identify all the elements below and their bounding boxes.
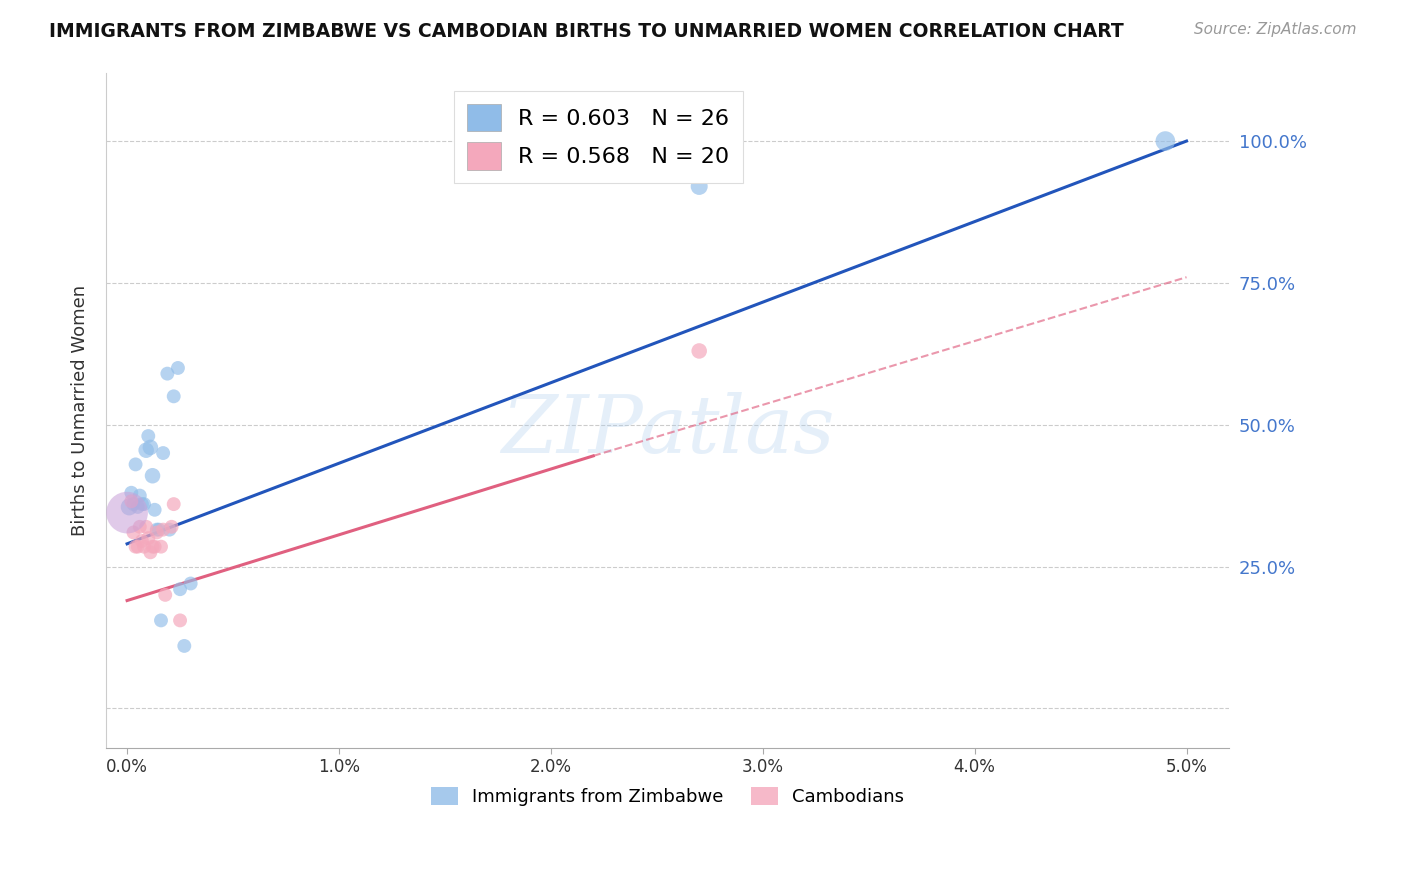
Point [135, 443, 157, 458]
Point [1154, 134, 1177, 148]
Point [169, 582, 191, 597]
Point [173, 639, 195, 653]
Point [115, 506, 138, 520]
Point [159, 523, 181, 537]
Point [152, 446, 174, 460]
Point [132, 497, 155, 511]
Point [122, 525, 145, 540]
Point [163, 497, 186, 511]
Point [136, 531, 159, 545]
Legend: Immigrants from Zimbabwe, Cambodians: Immigrants from Zimbabwe, Cambodians [423, 780, 911, 814]
Point [160, 520, 183, 534]
Point [150, 540, 173, 554]
Point [128, 520, 150, 534]
Point [131, 533, 153, 548]
Point [156, 367, 179, 381]
Point [150, 614, 173, 628]
Point [139, 545, 162, 559]
Point [145, 523, 167, 537]
Point [124, 458, 146, 472]
Point [152, 523, 174, 537]
Point [127, 500, 149, 514]
Point [688, 343, 710, 358]
Point [180, 576, 202, 591]
Text: Source: ZipAtlas.com: Source: ZipAtlas.com [1194, 22, 1357, 37]
Point [128, 489, 150, 503]
Point [167, 361, 190, 376]
Point [135, 520, 157, 534]
Point [143, 503, 166, 517]
Point [143, 540, 166, 554]
Y-axis label: Births to Unmarried Women: Births to Unmarried Women [72, 285, 89, 536]
Point [145, 525, 167, 540]
Point [124, 540, 146, 554]
Point [132, 540, 155, 554]
Point [131, 497, 153, 511]
Point [118, 500, 141, 514]
Point [141, 468, 163, 483]
Point [155, 588, 177, 602]
Point [139, 441, 162, 455]
Point [120, 485, 142, 500]
Point [141, 540, 163, 554]
Point [120, 494, 142, 508]
Point [136, 429, 159, 443]
Point [148, 523, 170, 537]
Text: ZIPatlas: ZIPatlas [501, 392, 834, 469]
Point [163, 389, 186, 403]
Point [169, 614, 191, 628]
Point [127, 540, 149, 554]
Point [688, 179, 710, 194]
Point [122, 497, 145, 511]
Text: IMMIGRANTS FROM ZIMBABWE VS CAMBODIAN BIRTHS TO UNMARRIED WOMEN CORRELATION CHAR: IMMIGRANTS FROM ZIMBABWE VS CAMBODIAN BI… [49, 22, 1123, 41]
